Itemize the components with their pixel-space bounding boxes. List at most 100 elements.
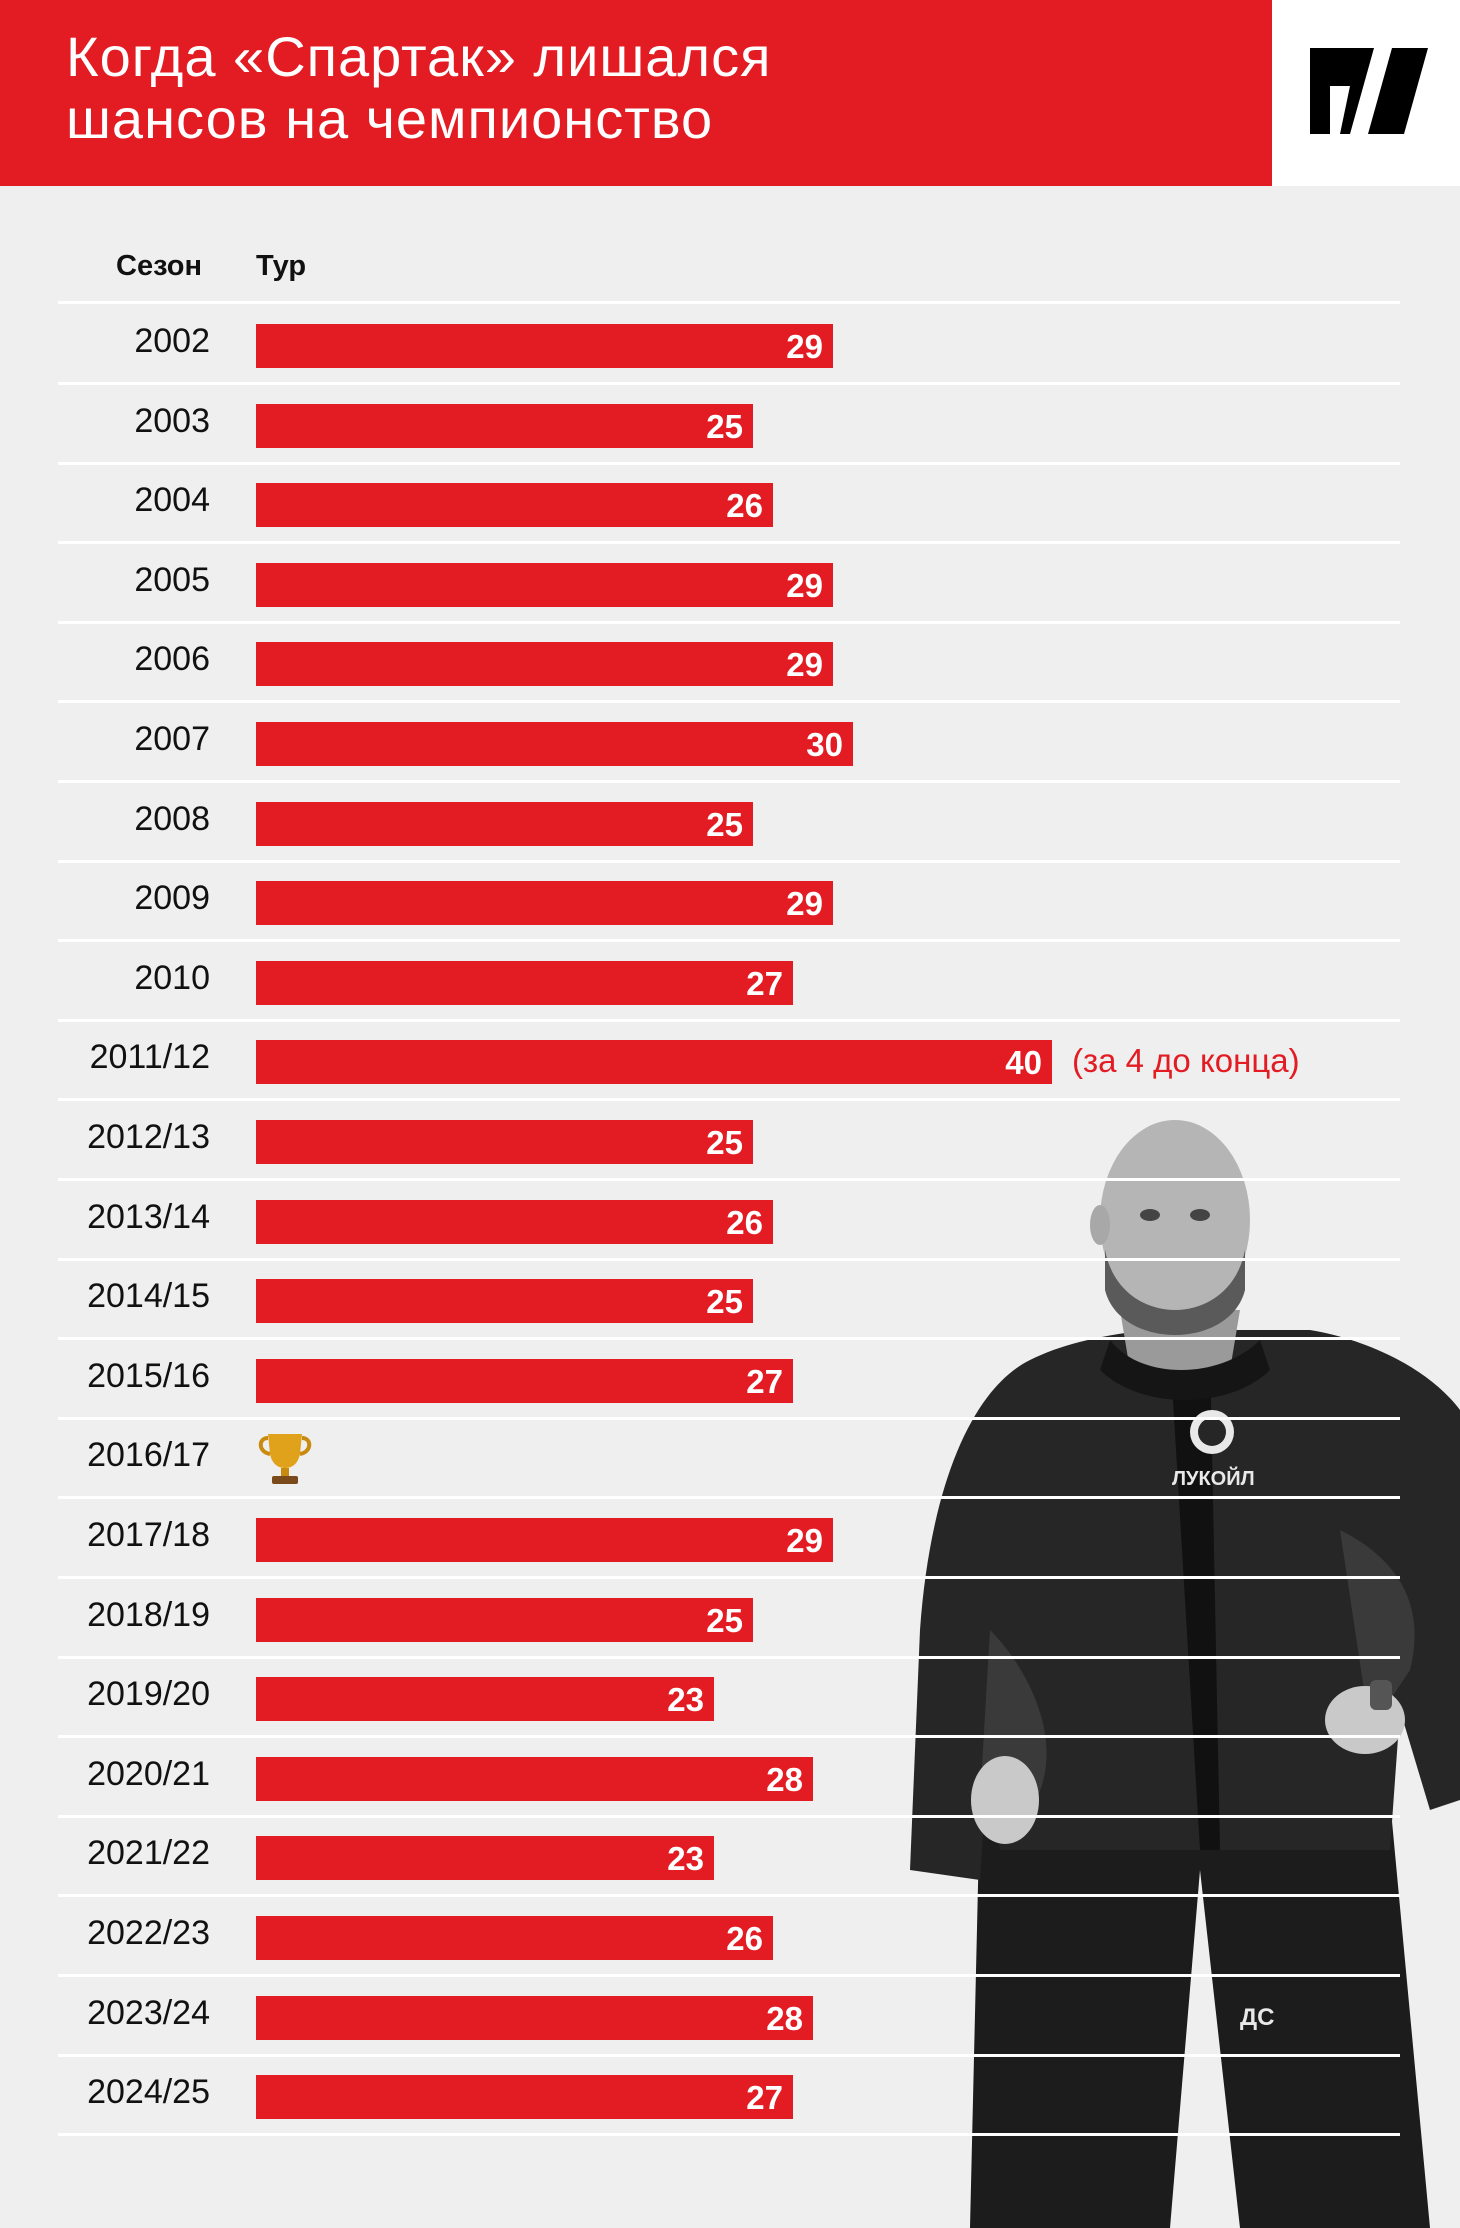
- bar-value-label: 25: [706, 1283, 743, 1321]
- bar-value-label: 27: [746, 964, 783, 1002]
- bar-value-label: 29: [786, 328, 823, 365]
- bar: 26: [256, 483, 773, 528]
- row-divider: [58, 939, 1400, 943]
- chart-row: 2023/24 28: [0, 1976, 1460, 2057]
- bar: 29: [256, 642, 833, 687]
- season-label: 2005: [134, 560, 210, 599]
- bar-value-label: 23: [667, 1681, 704, 1719]
- header-divider: [58, 301, 1400, 304]
- chart-row: 2011/12 40 (за 4 до конца): [0, 1020, 1460, 1102]
- row-divider: [58, 2133, 1400, 2137]
- chart-row: 2022/23 26: [0, 1896, 1460, 1977]
- chart-row: 2014/15 25: [0, 1259, 1460, 1341]
- bar-value-label: 28: [766, 1999, 803, 2037]
- season-label: 2022/23: [87, 1914, 210, 1952]
- chart-row: 2021/22 23: [0, 1816, 1460, 1898]
- season-label: 2003: [134, 401, 210, 440]
- season-label: 2011/12: [89, 1038, 210, 1077]
- row-divider: [58, 1974, 1400, 1977]
- season-label: 2016/17: [87, 1436, 210, 1475]
- row-divider: [58, 1337, 1400, 1341]
- bar-value-label: 25: [706, 407, 743, 445]
- row-divider: [58, 780, 1400, 783]
- chart-row: 2024/25 27: [0, 2055, 1460, 2137]
- chart-row: 2012/13 25: [0, 1100, 1460, 1181]
- bar: 40: [256, 1040, 1052, 1085]
- season-label: 2006: [134, 640, 210, 679]
- row-divider: [58, 382, 1400, 385]
- row-divider: [58, 1496, 1400, 1500]
- bar-value-label: 29: [786, 566, 823, 604]
- row-divider: [58, 859, 1400, 863]
- shirt-sponsor-text: ЛУКОЙЛ: [1172, 1466, 1255, 1490]
- bar-value-label: 40: [1005, 1044, 1042, 1082]
- row-divider: [58, 1576, 1400, 1579]
- season-label: 2015/16: [87, 1356, 210, 1395]
- title-line-2: шансов на чемпионство: [66, 87, 714, 150]
- bar-value-label: 28: [766, 1760, 803, 1798]
- chart-row: 2013/14 26: [0, 1180, 1460, 1261]
- season-label: 2023/24: [87, 1993, 210, 2032]
- season-label: 2004: [134, 481, 210, 520]
- bar: 29: [256, 1518, 833, 1562]
- row-divider: [58, 700, 1400, 704]
- bar: 25: [256, 1279, 753, 1324]
- bar-value-label: 26: [726, 1203, 763, 1241]
- season-label: 2018/19: [87, 1595, 210, 1634]
- bar: 23: [256, 1677, 714, 1722]
- bar: 25: [256, 801, 753, 846]
- chart-row: 2020/21 28: [0, 1737, 1460, 1818]
- title-line-1: Когда «Спартак» лишался: [66, 25, 772, 88]
- bar-value-label: 25: [706, 1601, 743, 1639]
- chart-row: 2017/18 29: [0, 1498, 1460, 1579]
- season-label: 2020/21: [87, 1754, 210, 1793]
- chart-row: 2006 29: [0, 622, 1460, 704]
- season-label: 2019/20: [87, 1675, 210, 1714]
- bar: 25: [256, 403, 753, 448]
- row-divider: [58, 1894, 1400, 1898]
- row-divider: [58, 1735, 1400, 1739]
- chart-row: 2008 25: [0, 782, 1460, 863]
- bar: 27: [256, 1358, 793, 1403]
- chart-row: 2005 29: [0, 543, 1460, 624]
- bar: 30: [256, 722, 853, 766]
- chart-row: 2019/20 23: [0, 1657, 1460, 1739]
- chart-row: 2018/19 25: [0, 1578, 1460, 1659]
- bar-annotation: (за 4 до конца): [1072, 1042, 1300, 1080]
- sports-media-logo-icon: [1310, 48, 1428, 134]
- chart-row: 2016/17: [0, 1418, 1460, 1500]
- row-divider: [58, 1416, 1400, 1420]
- row-divider: [58, 461, 1400, 465]
- row-divider: [58, 1655, 1400, 1659]
- bar: 25: [256, 1120, 753, 1164]
- season-label: 2021/22: [87, 1834, 210, 1873]
- bar: 27: [256, 2075, 793, 2120]
- pants-initials-text: ДС: [1240, 2004, 1274, 2031]
- bar-value-label: 26: [726, 487, 763, 525]
- row-divider: [58, 1814, 1400, 1818]
- logo: [1272, 0, 1460, 186]
- row-divider: [58, 1178, 1400, 1181]
- bar-value-label: 27: [746, 2079, 783, 2117]
- row-divider: [58, 2053, 1400, 2057]
- bar-value-label: 27: [746, 1362, 783, 1400]
- row-divider: [58, 620, 1400, 624]
- row-divider: [58, 541, 1400, 545]
- bar-value-label: 29: [786, 885, 823, 923]
- season-label: 2007: [134, 720, 210, 758]
- chart-row: 2015/16 27: [0, 1339, 1460, 1420]
- bar-value-label: 25: [706, 805, 743, 843]
- bar: 27: [256, 960, 793, 1005]
- bar-value-label: 25: [706, 1124, 743, 1161]
- chart-row: 2004 26: [0, 463, 1460, 545]
- chart-row: 2003 25: [0, 384, 1460, 465]
- bar-value-label: 26: [726, 1920, 763, 1957]
- chart-row: 2007 30: [0, 702, 1460, 783]
- season-label: 2024/25: [87, 2073, 210, 2112]
- row-divider: [58, 1257, 1400, 1261]
- bar: 26: [256, 1199, 773, 1244]
- bar: 29: [256, 881, 833, 926]
- column-header-round: Тур: [256, 250, 307, 282]
- bar: 28: [256, 1756, 813, 1801]
- row-divider: [58, 1098, 1400, 1102]
